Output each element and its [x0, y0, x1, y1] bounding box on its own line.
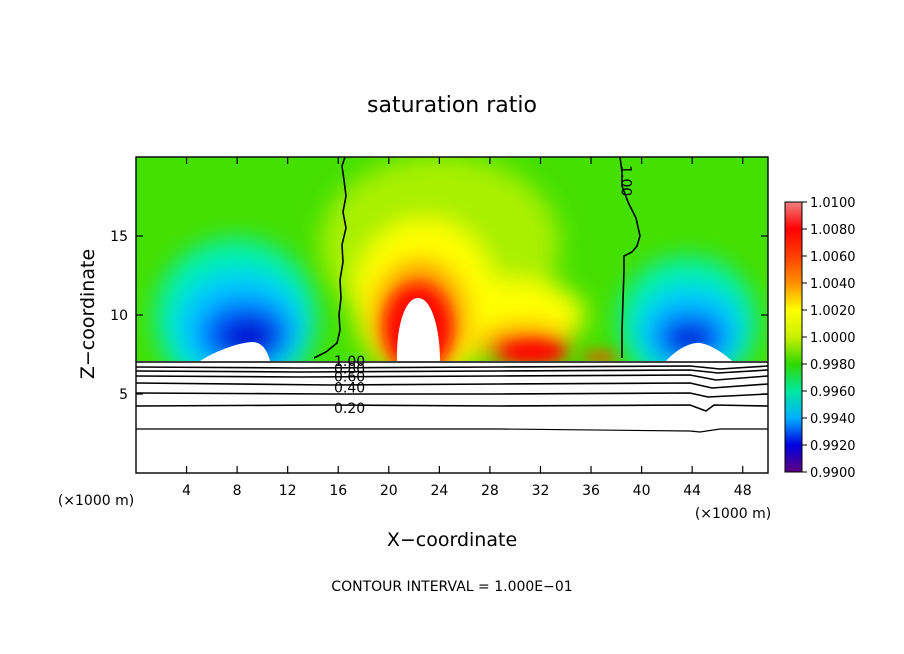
contour-label: 0.20: [334, 401, 365, 417]
x-tick-label: 48: [734, 483, 752, 499]
contour-base-5: [136, 382, 768, 389]
contour-label: 0.40: [334, 381, 365, 397]
colorbar-label: 0.9980: [810, 358, 856, 373]
colorbar-label: 1.0060: [810, 250, 856, 265]
contour-base-2: [136, 365, 768, 370]
contour-base-6: [136, 392, 768, 398]
x-tick-label: 4: [182, 483, 191, 499]
contour-label: 1.00: [617, 165, 633, 196]
x-tick-label: 44: [683, 483, 701, 499]
contour-0.20: [136, 404, 768, 412]
colorbar-strip: [784, 201, 803, 473]
x-unit-right: (×1000 m): [695, 506, 771, 522]
colorbar-label: 1.0100: [810, 196, 856, 211]
y-tick-label: 10: [110, 308, 128, 324]
colorbar-label: 1.0000: [810, 331, 856, 346]
x-tick-label: 12: [279, 483, 297, 499]
contour-label: 1.00: [334, 354, 365, 370]
colorbar: 1.0100 1.0080 1.0060 1.0040 1.0020 1.0000 0.99…: [784, 196, 856, 481]
x-tick-label: 16: [329, 483, 347, 499]
plot-area: 1.001.000.800.600.400.20: [136, 157, 768, 473]
contour-label: 0.60: [334, 370, 365, 386]
contour-label: 0.80: [334, 362, 365, 378]
x-tick-label: 32: [532, 483, 550, 499]
contour-base-3: [136, 369, 768, 374]
x-axis-label: X−coordinate: [387, 529, 517, 551]
contour-1.00-right: [619, 157, 641, 358]
contour-lowest: [136, 428, 768, 433]
y-axis-label: Z−coordinate: [77, 249, 99, 379]
colorbar-label: 0.9900: [810, 466, 856, 481]
white-core-left: [200, 342, 270, 361]
colorbar-label: 0.9920: [810, 439, 856, 454]
white-core-right: [666, 342, 732, 361]
white-core-center: [396, 298, 440, 361]
contour-base-4: [136, 374, 768, 381]
chart-title: saturation ratio: [367, 93, 537, 118]
colorbar-label: 1.0040: [810, 277, 856, 292]
x-tick-label: 40: [633, 483, 651, 499]
colorbar-label: 0.9940: [810, 412, 856, 427]
x-unit-left: (×1000 m): [58, 493, 134, 509]
contour-interval-note: CONTOUR INTERVAL = 1.000E−01: [331, 579, 572, 595]
colorbar-label: 1.0020: [810, 304, 856, 319]
x-tick-label: 36: [582, 483, 600, 499]
x-tick-label: 8: [233, 483, 242, 499]
contour-1.00-left: [313, 157, 347, 359]
x-tick-label: 24: [430, 483, 448, 499]
contour-labels: 1.001.000.800.600.400.20: [334, 165, 633, 417]
y-tick-label: 15: [110, 229, 128, 245]
colorbar-label: 1.0080: [810, 223, 856, 238]
contour-lines: [136, 157, 768, 433]
colorbar-label: 0.9960: [810, 385, 856, 400]
x-tick-label: 20: [380, 483, 398, 499]
y-tick-label: 5: [119, 387, 128, 403]
x-tick-label: 28: [481, 483, 499, 499]
below-domain: [136, 361, 768, 473]
